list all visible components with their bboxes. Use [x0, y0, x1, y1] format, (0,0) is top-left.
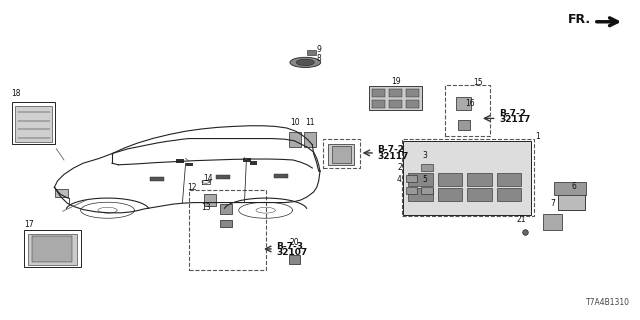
Bar [332, 146, 351, 163]
Bar [403, 141, 531, 215]
Text: 32117: 32117 [499, 116, 531, 124]
Text: 10: 10 [290, 118, 300, 127]
Bar [189, 190, 266, 270]
Bar [372, 89, 385, 97]
Bar [304, 132, 316, 147]
Bar [24, 230, 81, 267]
Bar [274, 174, 288, 178]
Bar [12, 102, 55, 144]
Bar [389, 89, 402, 97]
Bar [497, 188, 521, 201]
Bar [15, 106, 52, 142]
Bar [408, 188, 433, 201]
Bar [408, 173, 433, 186]
Bar [216, 175, 230, 179]
Bar [220, 220, 232, 227]
Bar [220, 204, 232, 214]
Text: 14: 14 [204, 174, 213, 183]
Text: 9: 9 [316, 45, 321, 54]
Text: 13: 13 [202, 203, 211, 212]
Bar [421, 164, 433, 171]
Bar [150, 177, 164, 181]
Ellipse shape [290, 57, 321, 68]
Bar [458, 120, 470, 130]
Bar [406, 89, 419, 97]
Text: 11: 11 [305, 118, 314, 127]
Bar [554, 182, 586, 195]
Bar [438, 188, 462, 201]
Bar [204, 194, 216, 206]
Bar [186, 163, 193, 166]
Text: B-7-3: B-7-3 [276, 242, 303, 251]
Text: 3: 3 [422, 151, 428, 160]
Bar [558, 187, 585, 210]
Bar [438, 173, 462, 186]
Text: 18: 18 [12, 89, 21, 98]
Text: 16: 16 [465, 99, 475, 108]
Text: 2: 2 [397, 163, 402, 172]
Bar [372, 100, 385, 108]
Bar [32, 236, 72, 262]
Bar [328, 144, 354, 165]
Bar [369, 86, 422, 110]
Text: 15: 15 [474, 78, 483, 87]
Bar [467, 188, 492, 201]
Bar [467, 173, 492, 186]
Text: 1: 1 [535, 132, 540, 141]
Bar [497, 173, 521, 186]
Bar [421, 187, 433, 194]
Bar [289, 255, 300, 264]
Text: 7: 7 [550, 199, 555, 208]
Text: 17: 17 [24, 220, 34, 229]
Bar [456, 97, 471, 110]
Text: FR.: FR. [568, 13, 591, 26]
Bar [543, 214, 562, 230]
Text: 12: 12 [188, 183, 197, 192]
Text: 32117: 32117 [378, 152, 409, 161]
Ellipse shape [296, 59, 314, 66]
Bar [176, 159, 184, 163]
Text: 20: 20 [289, 238, 300, 247]
Text: 4: 4 [397, 175, 402, 184]
Bar [406, 187, 417, 194]
Text: 6: 6 [572, 182, 577, 191]
Text: B-7-2: B-7-2 [499, 109, 526, 118]
Text: 5: 5 [422, 175, 428, 184]
Bar [402, 139, 534, 216]
Bar [445, 85, 490, 136]
Bar [406, 175, 417, 182]
Bar [323, 139, 360, 168]
Text: 21: 21 [517, 215, 526, 224]
Bar [28, 234, 77, 265]
Text: 19: 19 [390, 77, 401, 86]
Text: 8: 8 [316, 54, 321, 63]
Bar [243, 158, 251, 162]
Bar [289, 132, 301, 147]
Bar [307, 50, 316, 55]
Bar [250, 161, 257, 165]
Bar [406, 100, 419, 108]
Bar [389, 100, 402, 108]
Text: 32107: 32107 [276, 248, 308, 257]
Text: B-7-2: B-7-2 [378, 145, 404, 154]
Text: T7A4B1310: T7A4B1310 [586, 298, 630, 307]
Bar [55, 189, 68, 197]
